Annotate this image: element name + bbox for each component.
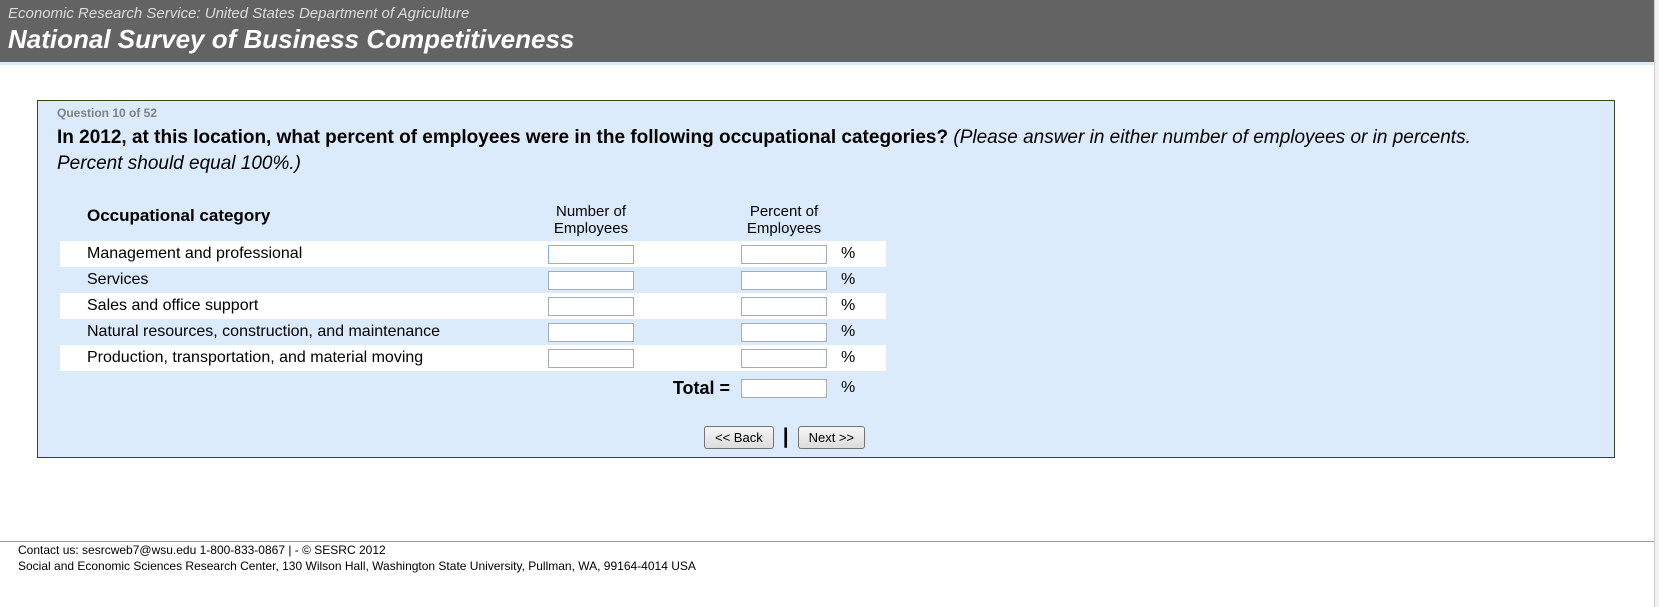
app-header: Economic Research Service: United States… — [0, 0, 1654, 62]
question-panel: Question 10 of 52 In 2012, at this locat… — [37, 100, 1615, 458]
footer-address-line: Social and Economic Sciences Research Ce… — [18, 558, 696, 573]
percent-input-sales[interactable] — [741, 296, 827, 316]
percent-sign: % — [841, 245, 856, 262]
table-row-natural-resources: Natural resources, construction, and mai… — [60, 319, 886, 345]
percent-sign: % — [841, 349, 856, 366]
number-input-sales[interactable] — [548, 296, 634, 316]
total-label: Total = — [672, 377, 730, 398]
survey-title: National Survey of Business Competitiven… — [8, 24, 575, 54]
row-label: Production, transportation, and material… — [87, 349, 424, 366]
percent-input-natural-resources[interactable] — [741, 322, 827, 342]
nav-buttons: << Back | Next >> — [704, 425, 866, 449]
percent-sign: % — [841, 271, 856, 288]
row-label: Natural resources, construction, and mai… — [87, 323, 441, 340]
row-label: Sales and office support — [87, 297, 259, 314]
question-text: In 2012, at this location, what percent … — [57, 125, 1502, 177]
number-input-production[interactable] — [548, 348, 634, 368]
table-header-row: Occupational category Number of Employee… — [60, 195, 886, 241]
question-main: In 2012, at this location, what percent … — [57, 127, 949, 148]
footer-contact-line: Contact us: sesrcweb7@wsu.edu 1-800-833-… — [18, 543, 386, 557]
question-progress: Question 10 of 52 — [57, 106, 158, 120]
percent-sign: % — [841, 379, 856, 396]
table-row-services: Services % — [60, 267, 886, 293]
percent-column-header: Percent of Employees — [746, 203, 822, 237]
number-input-management[interactable] — [548, 244, 634, 264]
number-input-natural-resources[interactable] — [548, 322, 634, 342]
row-label: Services — [87, 271, 149, 288]
header-underline — [0, 62, 1654, 65]
next-button[interactable]: Next >> — [797, 425, 866, 449]
row-label: Management and professional — [87, 245, 303, 262]
percent-input-management[interactable] — [741, 244, 827, 264]
table-row-management: Management and professional % — [60, 241, 886, 267]
question-note: (Please answer in either number of emplo… — [57, 127, 1471, 174]
number-input-services[interactable] — [548, 270, 634, 290]
agency-line: Economic Research Service: United States… — [8, 5, 470, 22]
percent-sign: % — [841, 297, 856, 314]
back-button[interactable]: << Back — [704, 425, 774, 449]
percent-input-production[interactable] — [741, 348, 827, 368]
scrollbar-track[interactable] — [1654, 0, 1659, 607]
footer: Contact us: sesrcweb7@wsu.edu 1-800-833-… — [18, 543, 696, 574]
number-column-header: Number of Employees — [553, 203, 629, 237]
total-percent-input[interactable] — [741, 378, 827, 398]
percent-input-services[interactable] — [741, 270, 827, 290]
category-column-header: Occupational category — [87, 206, 271, 225]
footer-divider — [0, 541, 1654, 542]
table-row-sales: Sales and office support % — [60, 293, 886, 319]
table-row-total: Total = % — [60, 371, 886, 401]
button-separator: | — [782, 425, 789, 448]
answer-table: Occupational category Number of Employee… — [60, 195, 886, 401]
table-row-production: Production, transportation, and material… — [60, 345, 886, 371]
percent-sign: % — [841, 323, 856, 340]
